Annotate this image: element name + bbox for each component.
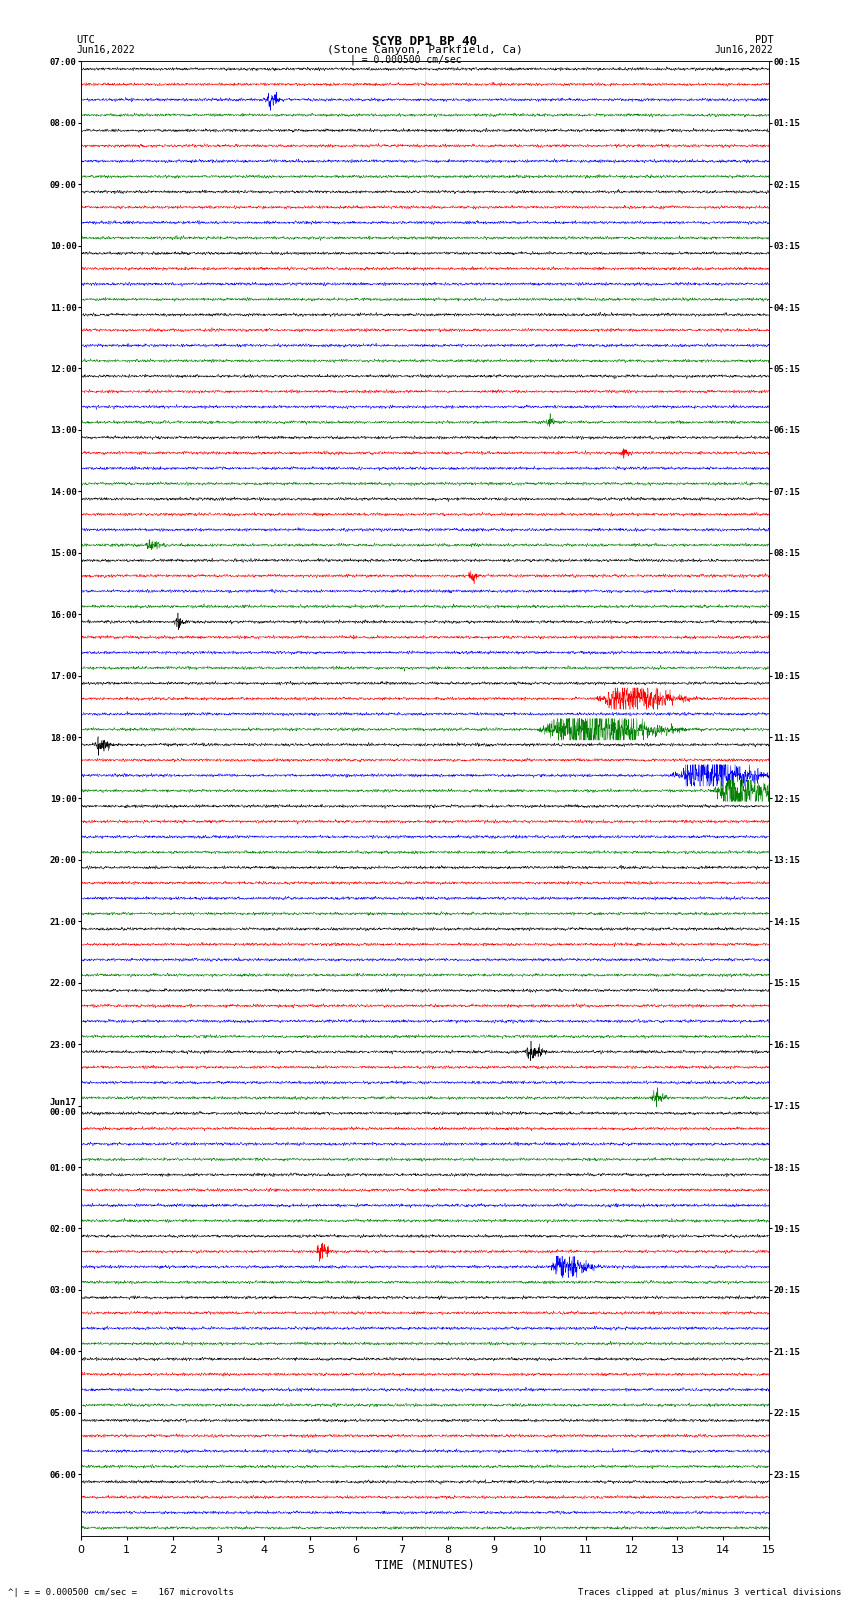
Text: Traces clipped at plus/minus 3 vertical divisions: Traces clipped at plus/minus 3 vertical … xyxy=(578,1587,842,1597)
Text: Jun16,2022: Jun16,2022 xyxy=(715,45,774,55)
Text: PDT: PDT xyxy=(755,35,774,45)
Text: Jun16,2022: Jun16,2022 xyxy=(76,45,135,55)
Text: SCYB DP1 BP 40: SCYB DP1 BP 40 xyxy=(372,35,478,48)
X-axis label: TIME (MINUTES): TIME (MINUTES) xyxy=(375,1558,475,1571)
Text: UTC: UTC xyxy=(76,35,95,45)
Text: | = 0.000500 cm/sec: | = 0.000500 cm/sec xyxy=(350,55,462,66)
Text: (Stone Canyon, Parkfield, Ca): (Stone Canyon, Parkfield, Ca) xyxy=(327,45,523,55)
Text: ^| = = 0.000500 cm/sec =    167 microvolts: ^| = = 0.000500 cm/sec = 167 microvolts xyxy=(8,1587,235,1597)
